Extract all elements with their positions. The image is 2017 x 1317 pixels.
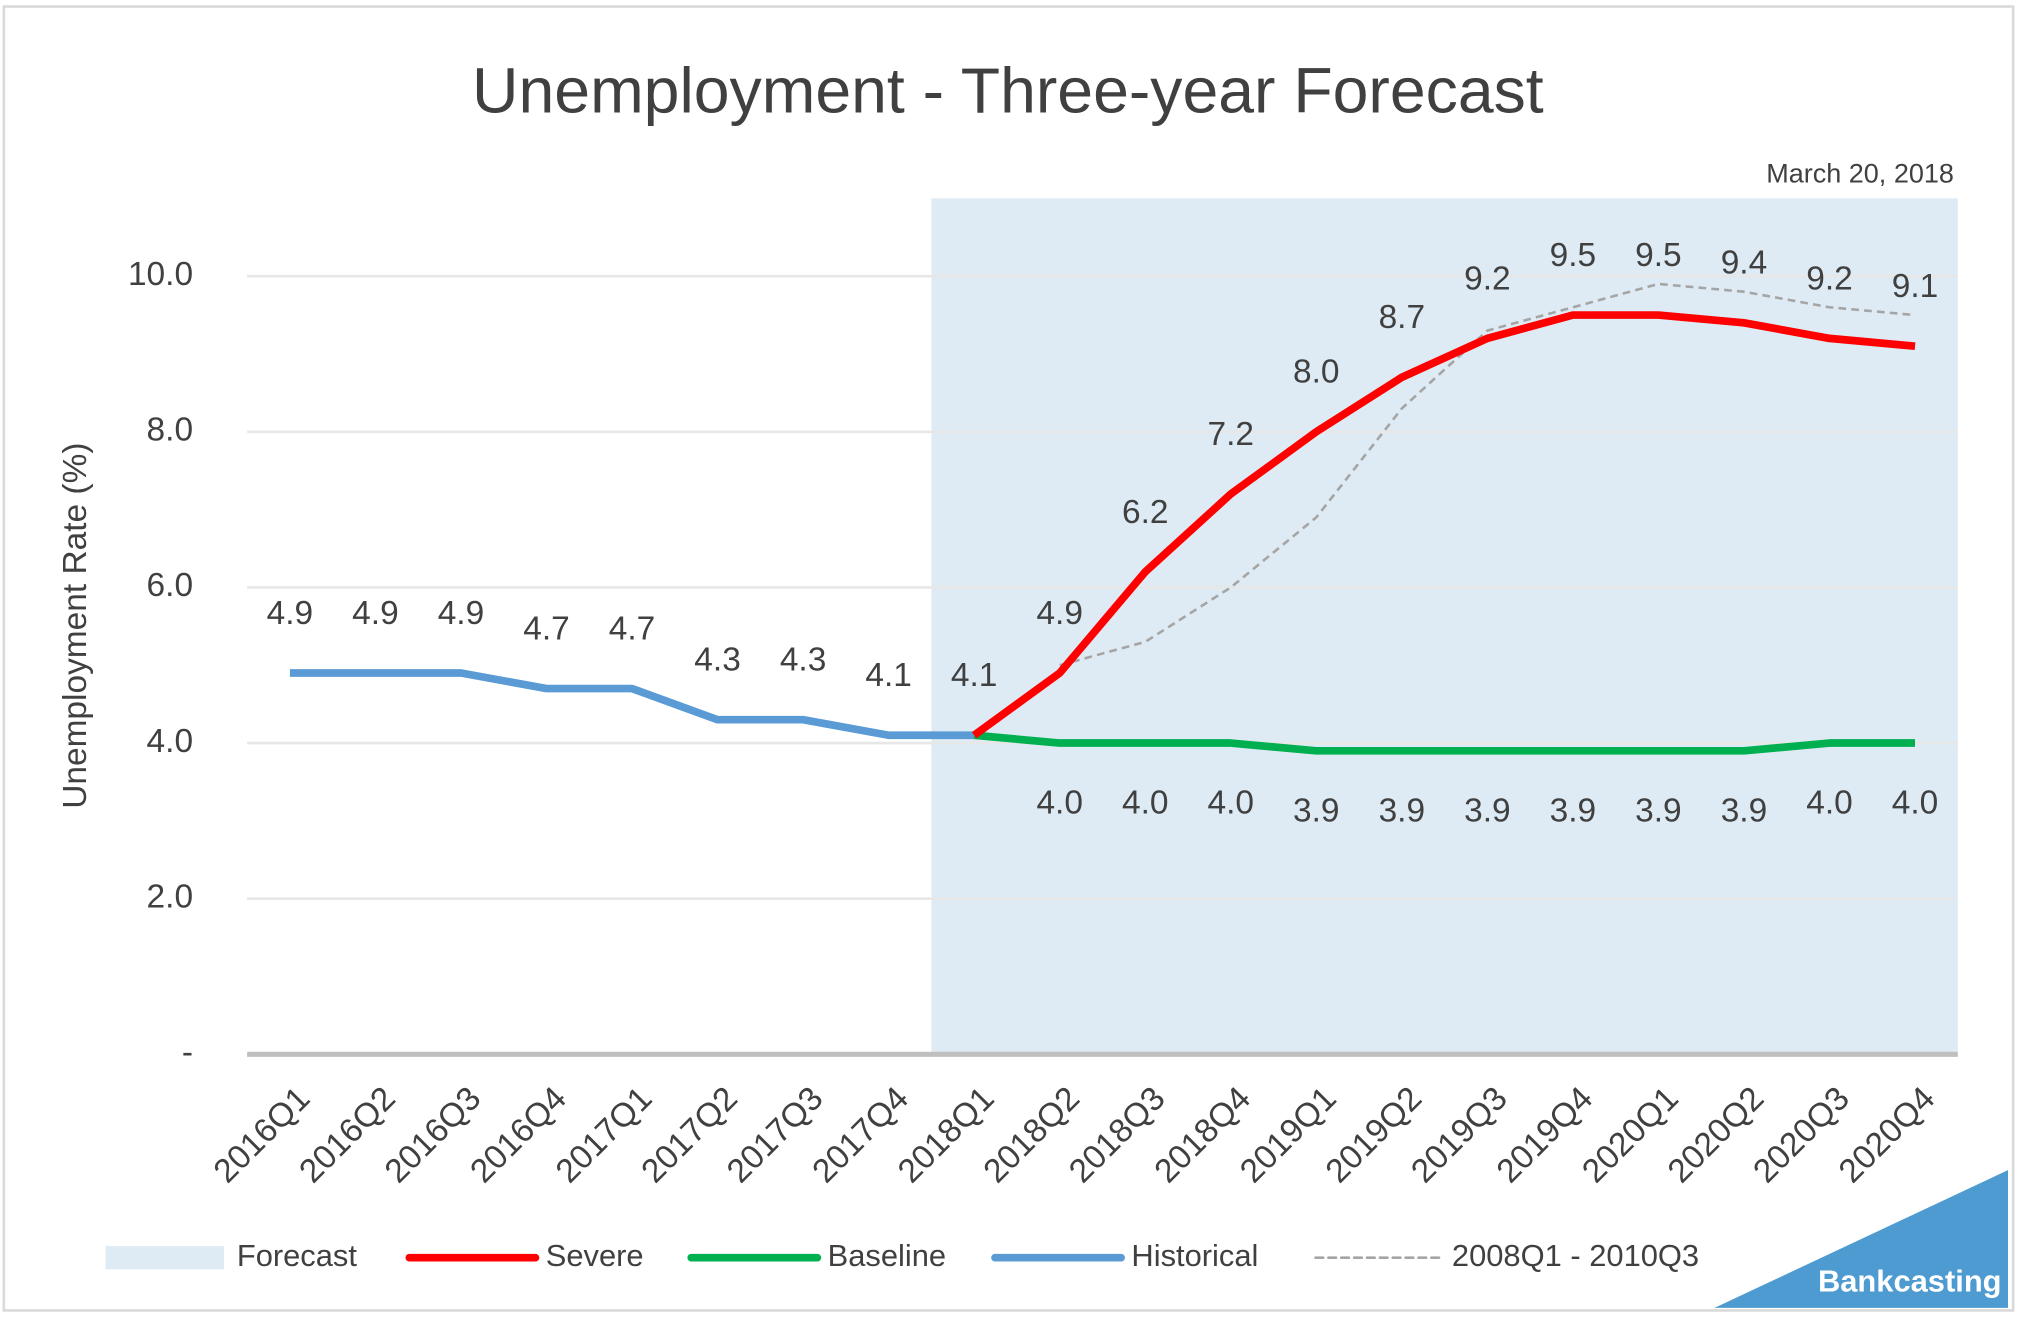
- data-label: 3.9: [1379, 792, 1426, 829]
- data-label: 3.9: [1464, 792, 1511, 829]
- series-line: [971, 311, 1916, 739]
- data-label: 7.2: [1208, 416, 1255, 453]
- data-label: 4.1: [951, 657, 998, 694]
- data-label: 3.9: [1635, 792, 1682, 829]
- data-label: 4.9: [1036, 595, 1083, 632]
- data-label: 4.1: [865, 657, 912, 694]
- data-label: 4.0: [1806, 785, 1853, 822]
- y-tick-label: 4.0: [147, 723, 194, 760]
- legend-label: Severe: [546, 1238, 644, 1273]
- data-label: 4.0: [1892, 785, 1939, 822]
- data-label: 4.9: [438, 595, 485, 632]
- data-label: 9.2: [1464, 260, 1511, 297]
- data-label: 4.0: [1036, 785, 1083, 822]
- forecast-region: [931, 198, 1958, 1055]
- data-label: 8.0: [1293, 354, 1340, 391]
- legend-label: Historical: [1131, 1238, 1258, 1273]
- y-tick-label: 6.0: [147, 567, 194, 604]
- data-label: 9.2: [1806, 260, 1853, 297]
- data-label: 4.9: [352, 595, 399, 632]
- series-line: [1059, 282, 1916, 667]
- data-label: 9.1: [1892, 268, 1939, 305]
- series-line: [289, 669, 975, 740]
- data-label: 4.0: [1122, 785, 1169, 822]
- y-tick-label: -: [182, 1034, 193, 1071]
- data-label: 3.9: [1293, 792, 1340, 829]
- data-label: 4.3: [780, 642, 827, 679]
- data-label: 9.5: [1550, 237, 1597, 274]
- y-tick-label: 2.0: [147, 879, 194, 916]
- data-label: 4.3: [694, 642, 741, 679]
- data-label: 4.7: [609, 610, 656, 647]
- date-annotation: March 20, 2018: [1766, 158, 1954, 188]
- y-tick-label: 8.0: [147, 412, 194, 449]
- data-label: 3.9: [1721, 792, 1768, 829]
- legend-label: 2008Q1 - 2010Q3: [1452, 1238, 1699, 1273]
- legend-label: Baseline: [828, 1238, 946, 1273]
- legend-swatch: [105, 1246, 224, 1270]
- y-axis-title: Unemployment Rate (%): [57, 443, 94, 809]
- data-label: 9.4: [1721, 245, 1768, 282]
- data-label: 4.7: [523, 610, 570, 647]
- data-label: 8.7: [1379, 299, 1426, 336]
- y-tick-label: 10.0: [128, 256, 193, 293]
- watermark: Bankcasting: [1818, 1264, 2002, 1299]
- data-label: 3.9: [1550, 792, 1597, 829]
- legend-label: Forecast: [237, 1238, 358, 1273]
- data-label: 4.9: [267, 595, 314, 632]
- chart-title: Unemployment - Three-year Forecast: [472, 54, 1544, 126]
- data-label: 4.0: [1208, 785, 1255, 822]
- data-label: 6.2: [1122, 494, 1169, 531]
- series-line: [973, 731, 1916, 755]
- data-label: 9.5: [1635, 237, 1682, 274]
